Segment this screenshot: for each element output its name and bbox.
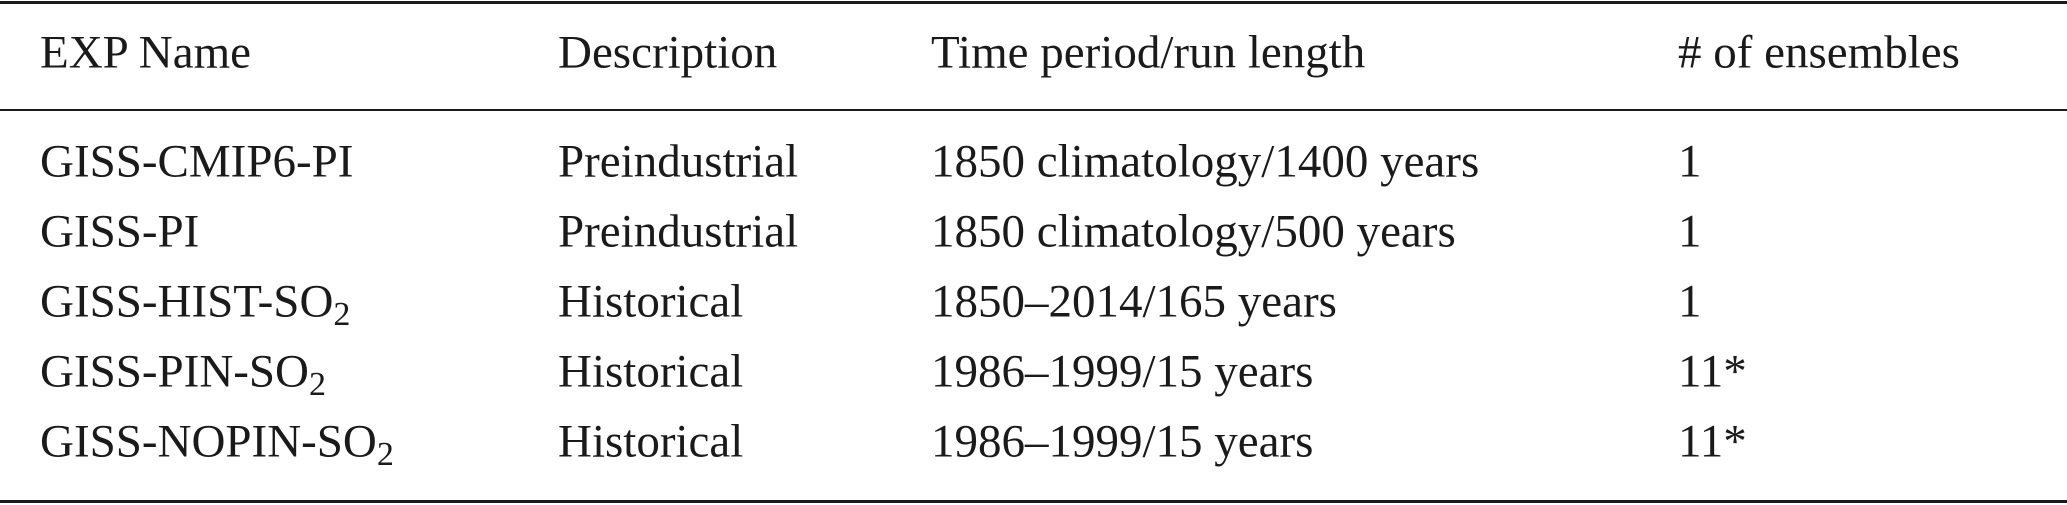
cell-text: GISS-NOPIN-SO — [40, 415, 377, 468]
cell: Preindustrial — [558, 205, 799, 258]
cell: GISS-PI — [40, 205, 200, 258]
cell: 1 — [1678, 275, 1702, 328]
cell: 11* — [1678, 345, 1747, 398]
cell-text: GISS-PIN-SO — [40, 345, 309, 398]
cell: GISS-PIN-SO2 — [40, 345, 326, 402]
header-cell: Time period/run length — [931, 26, 1366, 79]
header-cell: # of ensembles — [1678, 26, 1960, 79]
cell: 1850 climatology/500 years — [931, 205, 1456, 258]
cell: Historical — [558, 415, 744, 468]
subscript: 2 — [333, 296, 351, 333]
cell: Historical — [558, 275, 744, 328]
cell: 11* — [1678, 415, 1747, 468]
cell: GISS-HIST-SO2 — [40, 275, 350, 332]
header-cell: EXP Name — [40, 26, 252, 79]
cell: 1 — [1678, 135, 1702, 188]
subscript: 2 — [376, 436, 394, 473]
cell: Historical — [558, 345, 744, 398]
cell-text: GISS-HIST-SO — [40, 275, 334, 328]
cell-text: GISS-PI — [40, 205, 200, 258]
top-rule — [0, 1, 2067, 4]
cell: Preindustrial — [558, 135, 799, 188]
bottom-rule — [0, 500, 2067, 503]
cell: 1986–1999/15 years — [931, 415, 1314, 468]
cell: 1986–1999/15 years — [931, 345, 1314, 398]
subscript: 2 — [309, 366, 326, 403]
cell: GISS-NOPIN-SO2 — [40, 415, 394, 472]
header-rule — [0, 109, 2067, 111]
cell: GISS-CMIP6-PI — [40, 135, 354, 188]
cell: 1850–2014/165 years — [931, 275, 1337, 328]
cell-text: GISS-CMIP6-PI — [40, 135, 354, 188]
cell: 1850 climatology/1400 years — [931, 135, 1480, 188]
header-cell: Description — [558, 26, 778, 79]
cell: 1 — [1678, 205, 1702, 258]
